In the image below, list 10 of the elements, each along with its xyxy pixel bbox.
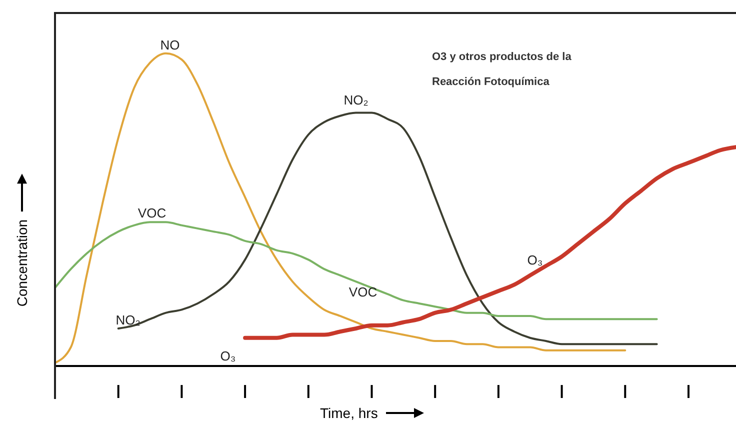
series-label: NO [160,38,180,52]
annotation: O3 y otros productos de la Reacción Fotoquímica [432,50,572,90]
annotation: NO₂ [116,312,140,328]
series-label: O₃ [220,348,236,364]
series-label: NO₂ [344,92,368,108]
annotation: O₃ [527,252,543,268]
series-label: VOC [138,206,166,220]
annotation: VOC [348,284,378,300]
x-axis-title: Time, hrs [320,405,378,421]
y-axis-title: Concentration [14,219,30,307]
